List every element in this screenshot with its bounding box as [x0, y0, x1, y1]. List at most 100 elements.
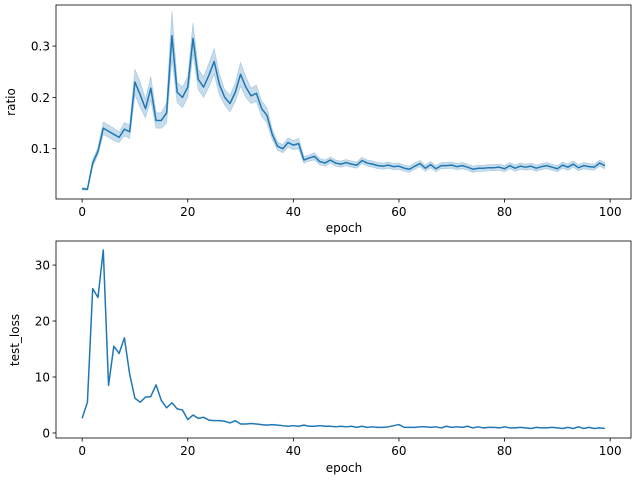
ratio-data-point	[435, 168, 436, 169]
test-loss-data-point	[441, 427, 442, 428]
test-loss-data-point	[578, 426, 579, 427]
test-loss-data-point	[324, 426, 325, 427]
ratio-y-tick-label: 0.2	[31, 91, 50, 105]
ratio-data-point	[456, 166, 457, 167]
test-loss-data-point	[346, 426, 347, 427]
ratio-data-point	[488, 167, 489, 168]
ratio-data-point	[441, 165, 442, 166]
ratio-data-point	[520, 166, 521, 167]
test-loss-data-point	[287, 426, 288, 427]
test-loss-data-point	[219, 420, 220, 421]
test-loss-data-point	[404, 427, 405, 428]
ratio-data-point	[356, 165, 357, 166]
ratio-series-line	[82, 35, 606, 190]
ratio-data-point	[272, 134, 273, 135]
ratio-data-point	[351, 164, 352, 165]
test-loss-data-point	[372, 426, 373, 427]
test-loss-data-point	[182, 409, 183, 410]
ratio-x-tick-label: 0	[78, 205, 86, 219]
test-loss-data-point	[509, 427, 510, 428]
test-loss-data-point	[155, 384, 156, 385]
ratio-x-tick-label: 100	[599, 205, 622, 219]
test-loss-line-layer	[81, 249, 605, 430]
test-loss-data-point	[599, 427, 600, 428]
test-loss-data-point	[356, 427, 357, 428]
ratio-data-point	[177, 92, 178, 93]
test-loss-data-point	[467, 426, 468, 427]
test-loss-plot-area	[81, 249, 605, 430]
test-loss-x-tick-label: 20	[180, 444, 195, 458]
ratio-data-point	[266, 115, 267, 116]
ratio-data-point	[82, 188, 83, 189]
ratio-data-point	[414, 166, 415, 167]
test-loss-data-point	[488, 427, 489, 428]
ratio-data-point	[298, 143, 299, 144]
ratio-data-point	[446, 165, 447, 166]
test-loss-data-point	[314, 426, 315, 427]
test-loss-data-point	[551, 427, 552, 428]
test-loss-data-point	[446, 426, 447, 427]
ratio-data-point	[124, 129, 125, 130]
test-loss-data-point	[161, 400, 162, 401]
ratio-confidence-band-layer	[81, 11, 606, 191]
test-loss-data-point	[435, 426, 436, 427]
test-loss-data-point	[351, 426, 352, 427]
test-loss-data-point	[583, 428, 584, 429]
ratio-data-point	[155, 120, 156, 121]
test-loss-data-point	[573, 428, 574, 429]
test-loss-y-tick-label: 10	[35, 370, 50, 384]
test-loss-data-point	[198, 418, 199, 419]
ratio-data-point	[499, 167, 500, 168]
ratio-data-point	[393, 166, 394, 167]
ratio-y-tick-label: 0.1	[31, 142, 50, 156]
ratio-data-point	[562, 165, 563, 166]
test-loss-data-point	[171, 402, 172, 403]
ratio-data-point	[150, 88, 151, 89]
test-loss-data-point	[251, 423, 252, 424]
ratio-data-point	[171, 35, 172, 36]
ratio-data-point	[551, 167, 552, 168]
ratio-data-point	[314, 156, 315, 157]
test-loss-data-point	[536, 427, 537, 428]
ratio-data-point	[467, 167, 468, 168]
test-loss-data-point	[187, 419, 188, 420]
test-loss-data-point	[192, 414, 193, 415]
test-loss-data-point	[330, 426, 331, 427]
ratio-y-axis-label: ratio	[4, 88, 18, 116]
test-loss-x-ticks: 0 20 40 60 80 100	[78, 438, 622, 458]
ratio-data-point	[324, 162, 325, 163]
test-loss-data-point	[335, 426, 336, 427]
test-loss-data-point	[504, 426, 505, 427]
ratio-data-point	[588, 166, 589, 167]
test-loss-data-point	[430, 427, 431, 428]
test-loss-data-point	[166, 407, 167, 408]
test-loss-data-point	[224, 421, 225, 422]
ratio-data-point	[530, 166, 531, 167]
test-loss-data-point	[398, 424, 399, 425]
test-loss-data-point	[208, 419, 209, 420]
ratio-data-point	[567, 167, 568, 168]
ratio-data-point	[472, 169, 473, 170]
test-loss-data-point	[256, 423, 257, 424]
ratio-data-point	[235, 92, 236, 93]
ratio-data-point	[541, 166, 542, 167]
test-loss-x-axis-label: epoch	[326, 461, 363, 475]
test-loss-data-point	[240, 423, 241, 424]
test-loss-data-point	[119, 353, 120, 354]
ratio-line-layer	[82, 35, 606, 190]
ratio-y-tick-label: 0.3	[31, 40, 50, 54]
ratio-data-point	[208, 75, 209, 76]
ratio-data-point	[546, 165, 547, 166]
test-loss-data-point	[103, 249, 104, 250]
ratio-data-point	[493, 167, 494, 168]
test-loss-data-point	[82, 418, 83, 419]
ratio-data-point	[240, 74, 241, 75]
test-loss-data-point	[272, 424, 273, 425]
test-loss-data-point	[451, 427, 452, 428]
ratio-data-point	[525, 167, 526, 168]
test-loss-data-point	[140, 402, 141, 403]
test-loss-data-point	[562, 428, 563, 429]
ratio-data-point	[203, 87, 204, 88]
ratio-x-axis-label: epoch	[326, 221, 363, 235]
